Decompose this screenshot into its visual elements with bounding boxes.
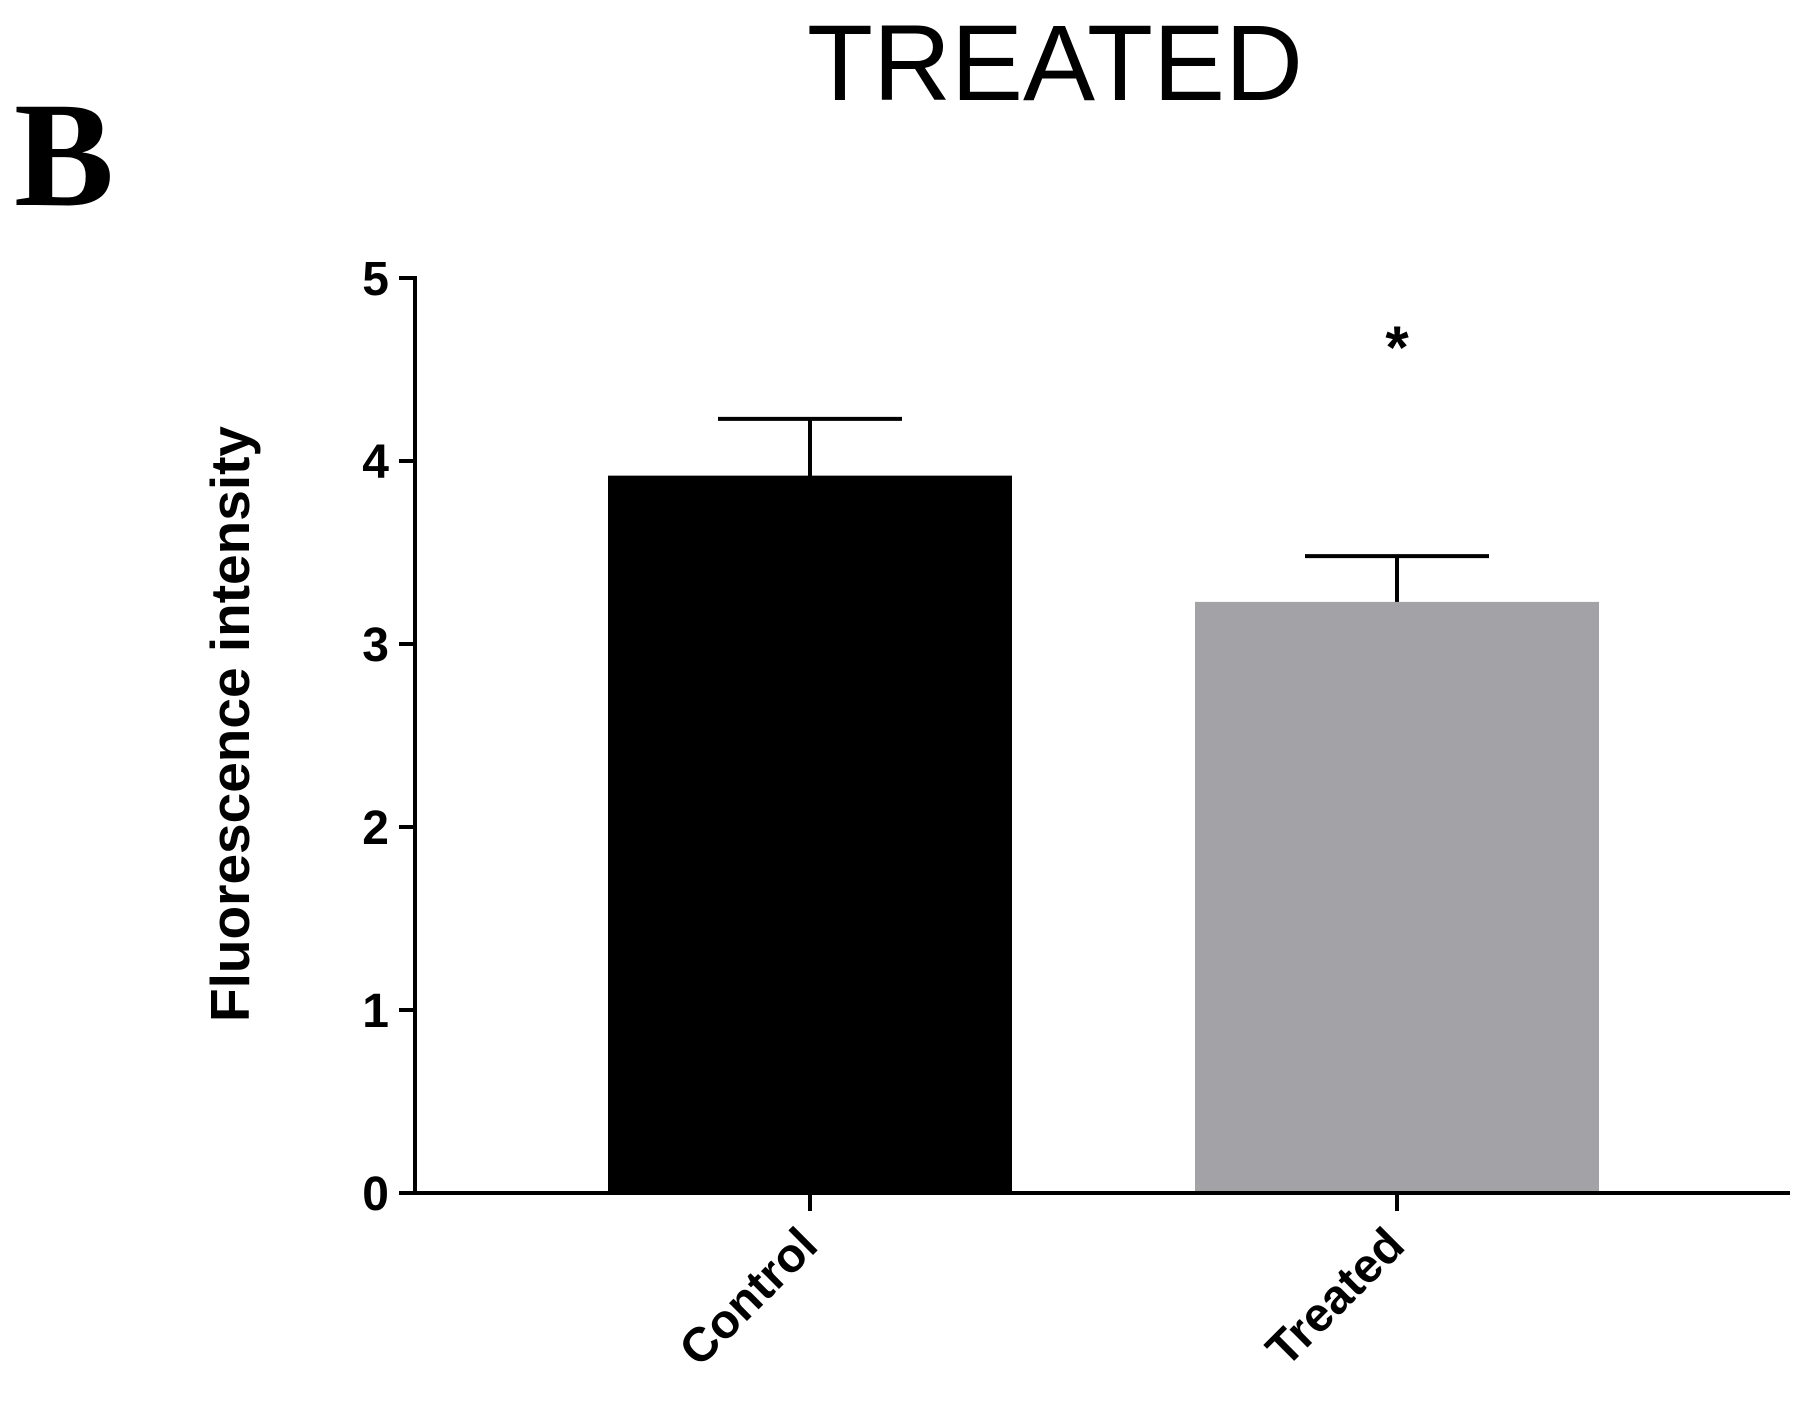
- bar-treated: [1195, 601, 1599, 1193]
- y-tick-label: 3: [362, 619, 389, 672]
- panel-letter: B: [14, 72, 114, 238]
- significance-marker: *: [1385, 314, 1409, 381]
- y-tick-label: 2: [362, 802, 389, 855]
- chart-title: TREATED: [807, 2, 1303, 123]
- y-tick-label: 4: [362, 436, 389, 489]
- y-tick-label: 1: [362, 985, 389, 1038]
- y-tick-label: 0: [362, 1168, 389, 1221]
- x-tick-label-control: Control: [670, 1218, 828, 1376]
- y-tick-label: 5: [362, 253, 389, 306]
- bar-control: [608, 475, 1012, 1193]
- x-tick-label-treated: Treated: [1257, 1218, 1415, 1376]
- y-axis-label: Fluorescence intensity: [199, 426, 261, 1022]
- plot-area: Control Treated * 0 1 2 3 4 5: [362, 253, 1790, 1377]
